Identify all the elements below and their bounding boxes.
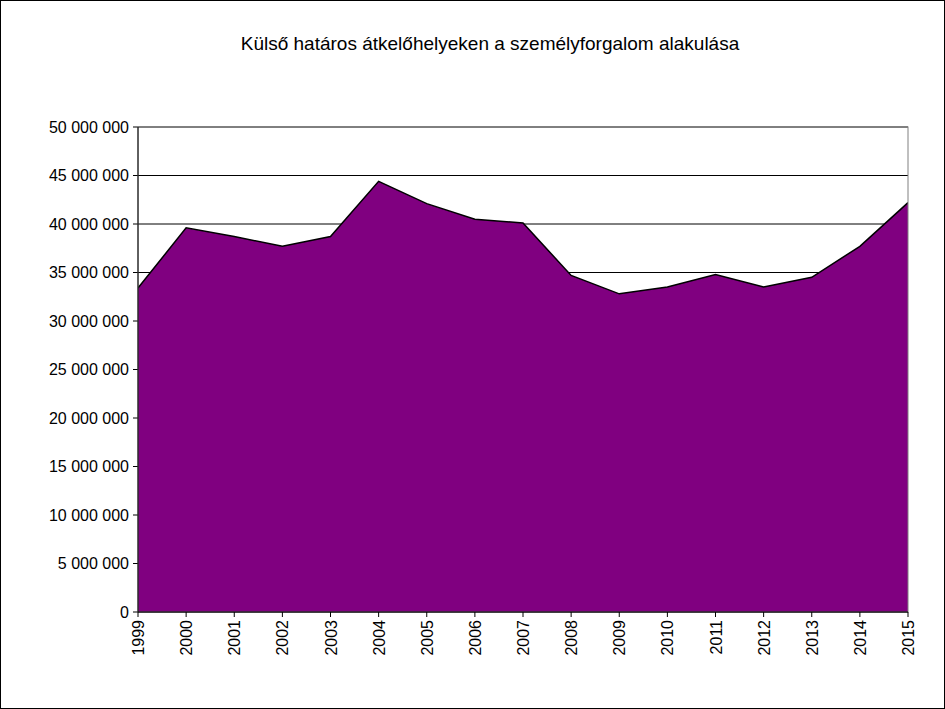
area-fill [138, 181, 908, 612]
x-tick [908, 612, 909, 617]
y-tick [133, 224, 138, 225]
x-tick-label: 2000 [178, 620, 195, 656]
x-tick-label: 2004 [371, 620, 388, 656]
x-tick [763, 612, 764, 617]
y-tick-label: 20 000 000 [49, 410, 129, 427]
y-tick [133, 466, 138, 467]
y-tick-label: 25 000 000 [49, 361, 129, 378]
x-tick [571, 612, 572, 617]
y-tick [133, 272, 138, 273]
x-tick [619, 612, 620, 617]
x-tick [859, 612, 860, 617]
chart: Külső határos átkelőhelyeken a személyfo… [0, 0, 945, 709]
x-tick-label: 2015 [900, 620, 917, 656]
y-tick [133, 612, 138, 613]
background [1, 1, 945, 709]
y-tick-label: 40 000 000 [49, 216, 129, 233]
y-tick-label: 50 000 000 [49, 119, 129, 136]
x-tick-label: 2003 [323, 620, 340, 656]
x-tick-label: 2010 [659, 620, 676, 656]
x-tick-label: 2009 [611, 620, 628, 656]
x-tick-label: 2002 [274, 620, 291, 656]
x-tick-label: 2007 [515, 620, 532, 656]
y-tick-label: 15 000 000 [49, 458, 129, 475]
x-tick [138, 612, 139, 617]
x-tick-label: 2012 [756, 620, 773, 656]
x-tick [523, 612, 524, 617]
plot-area [138, 181, 908, 612]
y-tick [133, 321, 138, 322]
x-tick-label: 2005 [419, 620, 436, 656]
x-tick-label: 2014 [852, 620, 869, 656]
y-tick [133, 369, 138, 370]
x-tick [186, 612, 187, 617]
x-tick-label: 2011 [708, 620, 725, 655]
y-axis [138, 127, 139, 612]
y-tick [133, 418, 138, 419]
area-line [138, 181, 908, 294]
x-tick-label: 2008 [563, 620, 580, 656]
y-tick-label: 30 000 000 [49, 313, 129, 330]
x-tick [715, 612, 716, 617]
y-tick-label: 5 000 000 [58, 555, 129, 572]
grid-line [138, 175, 908, 176]
x-tick-label: 2001 [226, 620, 243, 656]
x-tick [330, 612, 331, 617]
x-tick [426, 612, 427, 617]
y-tick-label: 10 000 000 [49, 507, 129, 524]
x-tick-label: 2006 [467, 620, 484, 656]
x-tick [667, 612, 668, 617]
x-tick [234, 612, 235, 617]
y-tick-label: 45 000 000 [49, 167, 129, 184]
y-tick [133, 127, 138, 128]
y-tick [133, 563, 138, 564]
y-tick [133, 515, 138, 516]
x-tick-label: 1999 [130, 620, 147, 656]
plot-frame [138, 127, 908, 612]
x-tick-label: 2013 [804, 620, 821, 656]
y-tick-label: 35 000 000 [49, 264, 129, 281]
title: Külső határos átkelőhelyeken a személyfo… [241, 33, 740, 54]
x-tick [474, 612, 475, 617]
y-tick [133, 175, 138, 176]
y-tick-label: 0 [120, 604, 129, 621]
x-tick [282, 612, 283, 617]
x-tick [811, 612, 812, 617]
x-tick [378, 612, 379, 617]
